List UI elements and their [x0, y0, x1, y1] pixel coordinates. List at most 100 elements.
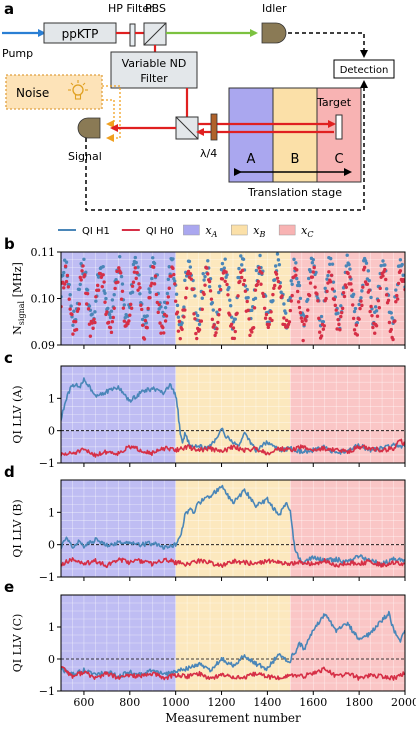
point-b-0	[148, 290, 152, 294]
point-b-1	[386, 298, 391, 303]
point-b-0	[273, 264, 278, 268]
point-b-0	[292, 257, 296, 262]
point-b-1	[359, 299, 363, 303]
point-b-1	[143, 318, 148, 323]
point-b-0	[253, 296, 258, 301]
series-line-c-0	[61, 377, 405, 455]
point-b-1	[338, 328, 342, 332]
idler-detector	[261, 22, 287, 44]
point-b-0	[140, 317, 145, 322]
point-b-1	[324, 296, 328, 301]
point-b-0	[90, 312, 94, 316]
point-b-1	[197, 328, 202, 332]
point-b-1	[313, 285, 317, 289]
legend-label-2: xA	[205, 224, 217, 239]
point-b-1	[252, 306, 257, 310]
point-b-0	[228, 298, 232, 302]
point-b-0	[165, 291, 170, 296]
point-b-0	[308, 269, 313, 274]
point-b-1	[242, 278, 247, 283]
ytick-label-e: 0	[48, 653, 55, 666]
point-b-0	[211, 308, 215, 312]
point-b-0	[328, 256, 333, 261]
panel-label-b: b	[4, 235, 15, 253]
point-b-1	[251, 325, 256, 330]
point-b-1	[121, 306, 126, 310]
zone-c-label: C	[334, 152, 343, 167]
point-b-0	[119, 274, 124, 279]
point-b-0	[227, 285, 231, 290]
point-b-1	[232, 336, 237, 341]
chart-panel-d: −1 0 1 QI LLV (B) d	[4, 463, 406, 584]
point-b-1	[158, 321, 162, 325]
point-b-1	[110, 320, 115, 324]
point-b-1	[135, 270, 139, 275]
point-b-1	[381, 274, 385, 278]
point-b-0	[246, 295, 250, 300]
point-b-0	[82, 257, 86, 261]
point-b-1	[215, 327, 219, 331]
point-b-0	[294, 261, 298, 265]
point-b-1	[329, 273, 334, 277]
point-b-1	[348, 275, 352, 279]
point-b-0	[352, 309, 357, 314]
point-b-1	[296, 300, 301, 304]
point-b-1	[206, 272, 210, 276]
point-b-1	[207, 279, 212, 284]
point-b-1	[99, 275, 104, 279]
point-b-0	[381, 259, 385, 263]
point-b-1	[134, 276, 138, 281]
point-b-1	[78, 275, 82, 280]
point-b-0	[284, 311, 288, 315]
point-b-0	[122, 303, 126, 307]
point-b-1	[315, 292, 319, 296]
point-b-1	[64, 279, 69, 284]
detection-label: Detection	[340, 65, 389, 76]
ytick-label-d: −1	[39, 571, 55, 584]
point-b-0	[314, 270, 318, 275]
point-b-1	[317, 330, 322, 334]
ytick-label-d: 1	[48, 506, 55, 519]
legend-patch-2	[183, 224, 200, 236]
zone-a-box	[228, 87, 274, 183]
waveplate	[210, 113, 218, 141]
point-b-0	[118, 254, 122, 259]
point-b-1	[377, 306, 382, 310]
point-b-1	[326, 281, 330, 285]
point-b-1	[273, 283, 277, 288]
point-b-1	[74, 327, 79, 332]
point-b-1	[68, 307, 72, 311]
point-b-0	[282, 302, 286, 306]
point-b-1	[391, 337, 395, 342]
point-b-1	[177, 319, 182, 324]
detection-box	[333, 59, 395, 79]
point-b-1	[340, 306, 345, 311]
point-b-1	[86, 307, 91, 311]
point-b-1	[344, 285, 348, 289]
point-b-1	[285, 325, 290, 329]
point-b-1	[175, 310, 180, 314]
point-b-0	[159, 305, 163, 309]
point-b-0	[220, 261, 225, 266]
point-b-1	[376, 299, 381, 303]
point-b-0	[289, 279, 293, 283]
point-b-1	[384, 277, 388, 282]
point-b-1	[153, 274, 158, 278]
point-b-1	[217, 313, 221, 317]
point-b-1	[289, 299, 293, 303]
point-b-1	[306, 308, 310, 312]
point-b-1	[173, 299, 178, 303]
legend-patch-3	[231, 224, 248, 236]
point-b-1	[205, 266, 209, 270]
point-b-1	[290, 293, 294, 298]
point-b-1	[105, 310, 109, 314]
point-b-1	[209, 297, 214, 301]
point-b-1	[200, 307, 204, 312]
point-b-1	[257, 266, 261, 270]
pbs-label: PBS	[145, 2, 166, 15]
point-b-0	[398, 258, 403, 262]
point-b-0	[123, 316, 127, 320]
point-b-1	[370, 313, 374, 318]
point-b-0	[107, 312, 112, 317]
point-b-1	[111, 315, 115, 320]
